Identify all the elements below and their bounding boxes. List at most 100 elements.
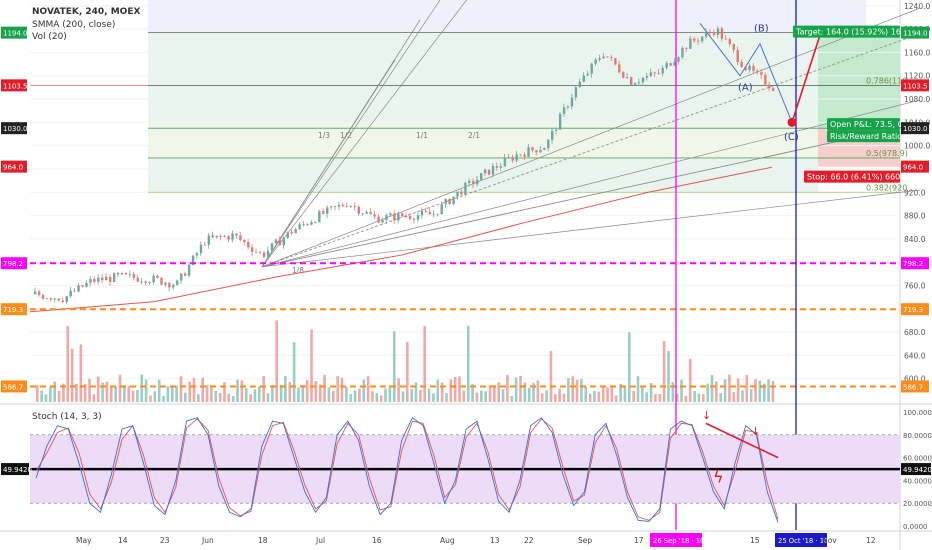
volume-bar [323,374,326,402]
candle-body [519,154,522,156]
candle-body [191,255,195,265]
candle-body [626,77,629,78]
time-tick-label: Aug [440,536,455,545]
volume-bar [466,325,470,402]
candle-body [629,77,633,86]
gann-fan-label: 1/8 [292,266,304,275]
volume-bar [305,380,309,402]
candle-body [570,97,574,107]
candle-body [701,36,704,42]
candle-body [515,154,518,161]
volume-bar [527,387,531,402]
volume-bar [384,388,387,402]
candle-body [314,222,317,223]
candle-body [736,49,739,62]
volume-bar [554,394,557,402]
volume-bar [244,388,248,402]
volume-bar [218,392,222,402]
volume-bar [523,382,527,402]
volume-bar [358,388,361,402]
candle-body [255,251,258,253]
candle-body [566,106,570,108]
volume-bar [584,386,588,402]
candle-body [168,282,171,288]
candle-body [377,216,380,223]
volume-bar [445,392,448,402]
divergence-line [705,422,779,459]
stoch-indicator-label[interactable]: Stoch (14, 3, 3) [32,412,102,422]
candle-body [231,233,234,240]
candle-body [239,235,242,240]
candle-body [164,282,167,285]
candle-body [136,277,140,282]
price-tick-label: 760.0 [904,281,926,290]
price-tick-label: 1240.0 [904,2,930,11]
candle-body [160,277,163,285]
candle-body [606,56,609,58]
candle-body [128,274,132,275]
volume-bar [715,381,718,402]
volume-bar [345,386,348,402]
level-tag-right-text: 1194.0 [903,30,928,38]
candle-body [476,179,479,185]
candle-body [602,56,605,59]
volume-bar [641,386,644,402]
level-tag-left [1,26,27,39]
candle-body [172,284,175,288]
candle-body [641,77,645,83]
candle-body [57,298,61,301]
volume-bar [675,393,679,402]
volume-bar [240,380,244,402]
volume-bar [758,380,762,402]
candle-body [440,204,443,215]
volume-bar [536,380,540,402]
volume-bar [432,393,435,402]
candle-body [187,264,191,276]
volume-bar [275,320,279,402]
level-tag-right [901,26,929,39]
stoch-tick-label: 60.0000 [903,455,932,463]
candle-body [318,211,321,223]
volume-bar [749,389,753,402]
volume-bar [123,385,126,402]
candle-body [235,233,238,236]
candle-body [562,107,566,114]
time-tick-label: Jul [315,536,325,545]
time-tick-label: 14 [118,536,128,545]
volume-indicator-label[interactable]: Vol (20) [32,32,67,42]
volume-bar [662,341,666,402]
candle-body [77,285,80,292]
volume-bar [131,390,135,402]
volume-bar [771,380,775,402]
volume-bar [227,393,231,402]
candle-body [326,207,329,214]
level-tag-left [1,160,27,173]
smma-indicator-label[interactable]: SMMA (200, close) [32,19,116,30]
stoch-tick-label: 80.0000 [903,432,932,440]
candle-body [495,166,499,168]
stoch-d-line [35,418,779,521]
volume-bar [440,382,444,402]
symbol-label[interactable]: NOVATEK, 240, MOEX [32,7,141,17]
position-stop-label-box [804,170,900,183]
candle-body [282,237,286,246]
candle-body [37,291,41,296]
level-tag-right-text: 586.7 [903,383,923,391]
candle-body [195,253,199,256]
volume-bar [288,382,292,402]
stoch-tick-label: 0.0000 [903,523,928,531]
candle-body [176,280,179,285]
lightning-icon: ϟ [713,468,724,487]
volume-bar [401,391,405,402]
price-axis-background [900,0,932,550]
wave-label: (C) [784,132,799,143]
volume-bar [475,392,479,402]
candle-body [397,213,400,221]
candle-body [479,173,483,180]
price-tick-label: 840.0 [904,235,926,244]
candle-body [132,274,136,278]
candle-body [527,147,530,157]
candle-body [554,129,558,131]
candle-body [108,276,112,282]
